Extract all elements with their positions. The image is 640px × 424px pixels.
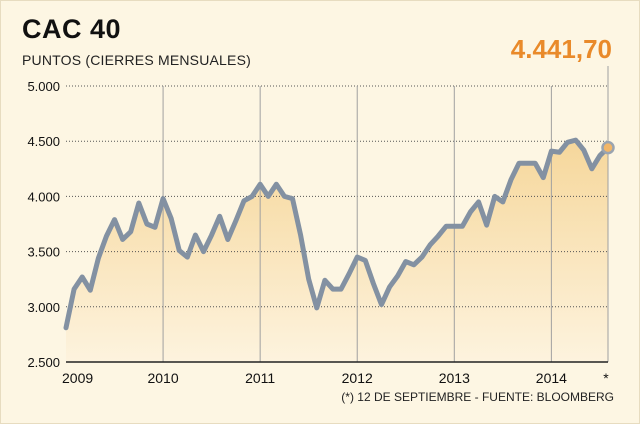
y-tick-label: 4.000 (27, 189, 60, 204)
y-tick-label: 2.500 (27, 355, 60, 370)
x-tick-label: 2009 (62, 370, 93, 386)
area-fill (66, 140, 608, 362)
last-value-callout: 4.441,70 (510, 34, 612, 64)
chart-title: CAC 40 (22, 14, 122, 44)
y-tick-label: 3.500 (27, 245, 60, 260)
y-tick-label: 3.000 (27, 300, 60, 315)
series-line (63, 137, 611, 331)
x-tick-label: 2012 (342, 370, 373, 386)
x-tick-label: * (603, 370, 609, 386)
x-tick-label: 2014 (536, 370, 567, 386)
y-tick-label: 5.000 (27, 79, 60, 94)
last-point-marker (601, 140, 615, 155)
x-tick-label: 2011 (245, 370, 275, 386)
y-tick-label: 4.500 (27, 134, 60, 149)
x-tick-label: 2010 (147, 370, 178, 386)
x-tick-label: 2013 (439, 370, 470, 386)
source-footnote: (*) 12 DE SEPTIEMBRE - FUENTE: BLOOMBERG (341, 390, 614, 404)
chart-subtitle: PUNTOS (CIERRES MENSUALES) (22, 52, 251, 68)
